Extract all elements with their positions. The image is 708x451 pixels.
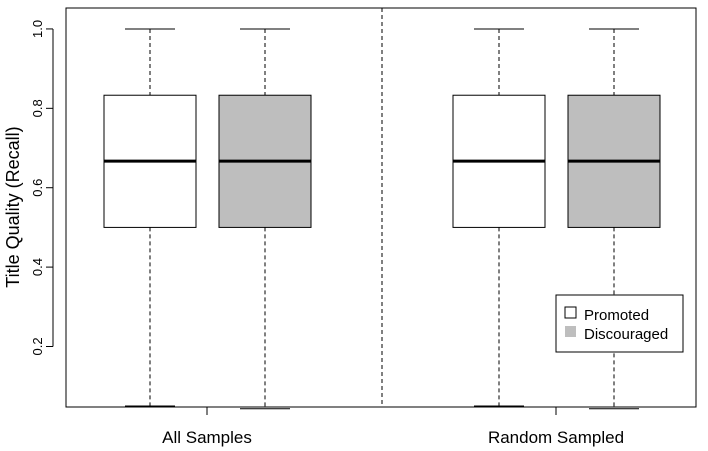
y-axis-title: Title Quality (Recall) bbox=[3, 126, 23, 287]
box-promoted-2 bbox=[452, 28, 546, 407]
legend-swatch-promoted bbox=[564, 306, 577, 319]
box-discouraged-2 bbox=[567, 28, 661, 410]
boxes-layer bbox=[103, 8, 661, 410]
legend: Promoted Discouraged bbox=[555, 294, 684, 353]
y-axis: 0.2 0.4 0.6 0.8 1.0 bbox=[30, 20, 54, 356]
legend-label-discouraged: Discouraged bbox=[584, 326, 668, 343]
legend-label-promoted: Promoted bbox=[584, 307, 649, 324]
y-tick-label: 1.0 bbox=[30, 20, 45, 38]
y-tick-label: 0.6 bbox=[30, 179, 45, 197]
x-category-label: All Samples bbox=[162, 428, 252, 447]
y-tick-label: 0.4 bbox=[30, 258, 45, 276]
x-axis: All Samples Random Sampled bbox=[162, 406, 624, 447]
y-tick-label: 0.2 bbox=[30, 337, 45, 355]
y-tick-label: 0.8 bbox=[30, 99, 45, 117]
x-category-label: Random Sampled bbox=[488, 428, 624, 447]
box-promoted-1 bbox=[103, 28, 197, 407]
box-discouraged-1 bbox=[218, 28, 312, 410]
legend-swatch-discouraged bbox=[565, 326, 576, 337]
legend-box bbox=[555, 294, 684, 353]
